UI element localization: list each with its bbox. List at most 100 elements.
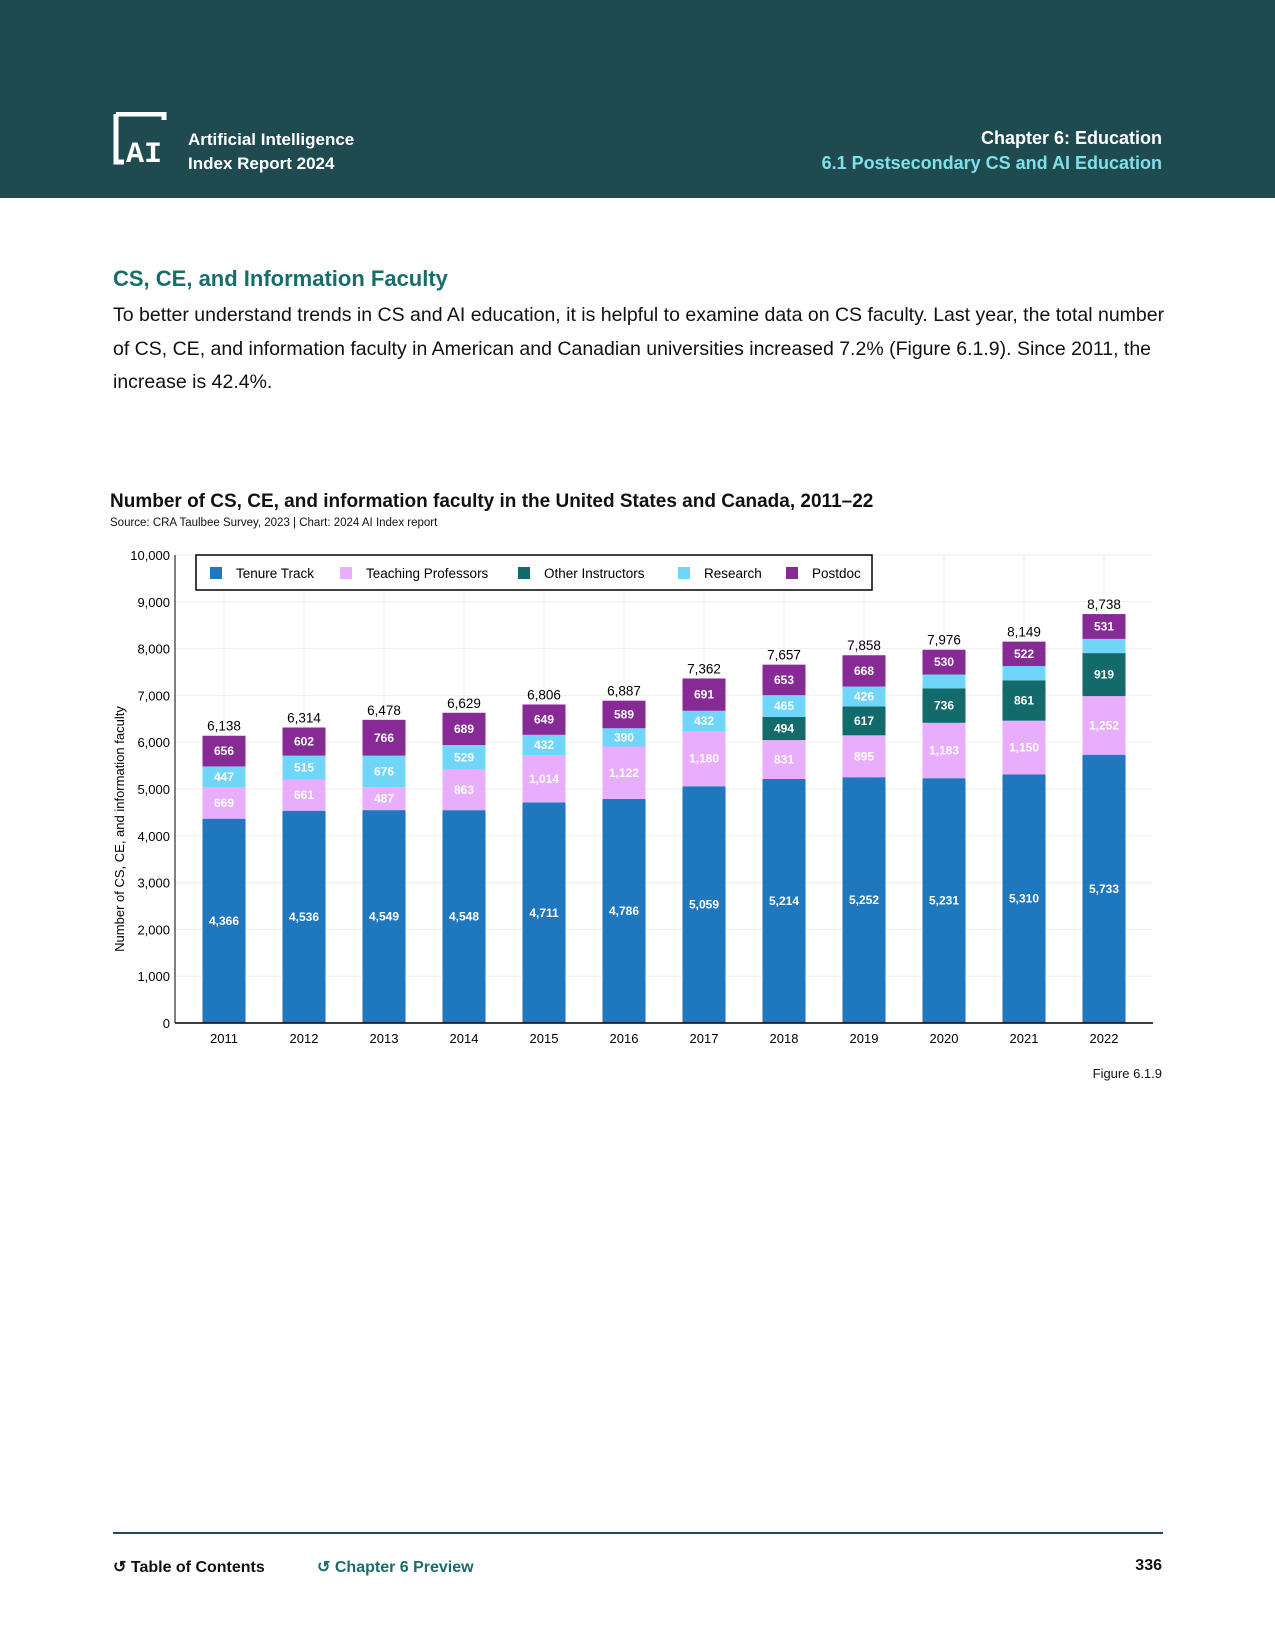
section-heading: CS, CE, and Information Faculty xyxy=(113,266,448,291)
segment-label: 4,549 xyxy=(369,910,399,924)
bar-segment-teaching-professors xyxy=(362,787,406,811)
segment-label: 494 xyxy=(774,722,794,736)
segment-label: 531 xyxy=(1094,619,1114,633)
total-label: 6,887 xyxy=(607,684,641,699)
y-tick-label: 1,000 xyxy=(137,969,170,984)
chapter-preview-link[interactable]: ↺ Chapter 6 Preview xyxy=(317,1557,474,1577)
y-tick-label: 9,000 xyxy=(137,595,170,610)
total-label: 6,806 xyxy=(527,687,561,702)
segment-label: 515 xyxy=(294,761,314,775)
bar-segment-postdoc xyxy=(362,719,406,756)
segment-label: 661 xyxy=(294,788,314,802)
segment-label: 1,180 xyxy=(689,752,719,766)
segment-label: 4,548 xyxy=(449,910,479,924)
bar-segment-teaching-professors xyxy=(842,735,886,778)
x-tick-label: 2022 xyxy=(1090,1031,1119,1046)
bar-segment-teaching-professors xyxy=(282,779,326,811)
section-body: To better understand trends in CS and AI… xyxy=(113,304,1165,393)
segment-label: 602 xyxy=(294,735,314,749)
legend-label: Postdoc xyxy=(812,566,861,581)
footer-divider xyxy=(113,1532,1163,1534)
bar-segment-research xyxy=(842,686,886,707)
segment-label: 895 xyxy=(854,749,874,763)
segment-label: 5,059 xyxy=(689,898,719,912)
segment-label: 1,252 xyxy=(1089,718,1119,732)
toc-label: Table of Contents xyxy=(130,1559,265,1576)
y-tick-label: 3,000 xyxy=(137,876,170,891)
x-tick-label: 2013 xyxy=(370,1031,399,1046)
total-label: 6,478 xyxy=(367,703,401,718)
segment-label: 649 xyxy=(534,713,554,727)
segment-label: 465 xyxy=(774,699,794,713)
segment-label: 656 xyxy=(214,744,234,758)
bar-segment-teaching-professors xyxy=(442,769,486,811)
total-label: 6,138 xyxy=(207,719,241,734)
bar-segment-tenure-track xyxy=(202,818,246,1023)
bar-segment-tenure-track xyxy=(1002,774,1046,1023)
bar-segment-postdoc xyxy=(762,664,806,696)
bar-segment-tenure-track xyxy=(762,778,806,1023)
legend-swatch xyxy=(786,567,798,579)
report-brand: Artificial Intelligence Index Report 202… xyxy=(188,128,354,176)
segment-label: 863 xyxy=(454,783,474,797)
total-label: 7,657 xyxy=(767,648,801,663)
segment-label: 4,711 xyxy=(529,906,559,920)
x-tick-label: 2020 xyxy=(930,1031,959,1046)
bar-segment-teaching-professors xyxy=(682,731,726,787)
segment-label: 1,122 xyxy=(609,766,639,780)
segment-label: 4,366 xyxy=(209,914,239,928)
bar-segment-postdoc xyxy=(1082,614,1126,639)
x-tick-label: 2021 xyxy=(1010,1031,1039,1046)
figure-label: Figure 6.1.9 xyxy=(1092,1066,1162,1081)
y-tick-label: 7,000 xyxy=(137,688,170,703)
bar-segment-tenure-track xyxy=(522,802,566,1023)
chapter-heading: Chapter 6: Education 6.1 Postsecondary C… xyxy=(822,126,1162,176)
bar-segment-research xyxy=(1002,666,1046,681)
bar-segment-other-instructors xyxy=(762,716,806,741)
bar-segment-research xyxy=(762,695,806,717)
bar-segment-teaching-professors xyxy=(922,722,966,779)
bar-segment-postdoc xyxy=(522,704,566,735)
bar-segment-research xyxy=(602,728,646,747)
bar-segment-other-instructors xyxy=(1082,653,1126,697)
total-label: 7,976 xyxy=(927,633,961,648)
bar-segment-research xyxy=(1082,638,1126,654)
bar-segment-postdoc xyxy=(922,649,966,675)
segment-label: 1,014 xyxy=(529,772,559,786)
preview-label: Chapter 6 Preview xyxy=(334,1559,474,1576)
brand-line-1: Artificial Intelligence xyxy=(188,130,355,149)
segment-label: 4,786 xyxy=(609,904,639,918)
legend-swatch xyxy=(210,567,222,579)
bar-segment-teaching-professors xyxy=(602,746,646,800)
bar-segment-other-instructors xyxy=(922,688,966,723)
total-label: 8,149 xyxy=(1007,625,1041,640)
segment-label: 676 xyxy=(374,764,394,778)
segment-label: 1,183 xyxy=(929,744,959,758)
bar-segment-research xyxy=(442,745,486,770)
bar-segment-postdoc xyxy=(202,735,246,767)
bar-segment-tenure-track xyxy=(1082,754,1126,1023)
segment-label: 617 xyxy=(854,714,874,728)
segment-label: 831 xyxy=(774,753,794,767)
total-label: 6,314 xyxy=(287,711,321,726)
bar-segment-tenure-track xyxy=(442,810,486,1023)
segment-label: 653 xyxy=(774,673,794,687)
bar-segment-research xyxy=(202,766,246,788)
svg-text:AI: AI xyxy=(126,138,162,167)
x-tick-label: 2015 xyxy=(530,1031,559,1046)
segment-label: 861 xyxy=(1014,694,1034,708)
segment-label: 589 xyxy=(614,707,634,721)
ai-index-logo: AI xyxy=(113,112,167,167)
bar-segment-tenure-track xyxy=(682,786,726,1023)
bar-segment-research xyxy=(362,755,406,788)
return-arrow-icon: ↺ xyxy=(113,1559,131,1576)
bar-segment-tenure-track xyxy=(362,810,406,1023)
segment-label: 5,214 xyxy=(769,894,799,908)
x-tick-label: 2017 xyxy=(690,1031,719,1046)
bar-segment-postdoc xyxy=(282,727,326,756)
bar-segment-teaching-professors xyxy=(1002,720,1046,775)
stacked-bar-chart: 0 1,000 2,000 3,000 4,000 5,000 6,000 7,000 8,00… xyxy=(112,548,1153,1046)
bar-segment-postdoc xyxy=(842,655,886,687)
legend-label: Other Instructors xyxy=(544,566,645,581)
table-of-contents-link[interactable]: ↺ Table of Contents xyxy=(113,1557,265,1577)
